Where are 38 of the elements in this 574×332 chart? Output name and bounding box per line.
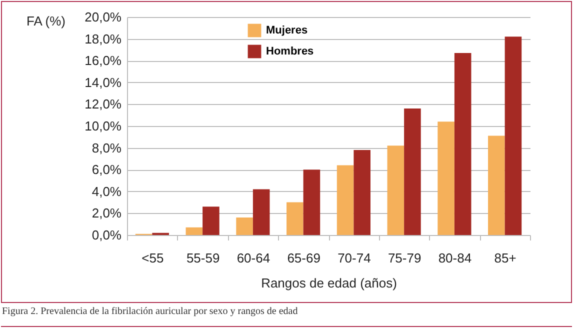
x-tick-label: 85+ — [494, 250, 516, 266]
x-tick-label: 60-64 — [236, 250, 270, 266]
y-tick-label: 2,0% — [92, 206, 122, 221]
bar — [303, 170, 320, 235]
bar — [252, 189, 270, 235]
y-tick-label: 14,0% — [84, 74, 122, 90]
bar — [236, 218, 253, 235]
x-tick-label: 80-84 — [438, 250, 472, 266]
bar — [336, 165, 354, 235]
bar — [354, 150, 370, 235]
y-tick-label: 0,0% — [92, 228, 122, 242]
bar — [504, 36, 522, 235]
y-tick-label: 20,0% — [84, 10, 122, 24]
y-tick-label: 8,0% — [92, 140, 122, 156]
x-tick-label: 65-69 — [287, 250, 320, 266]
x-tick-label: <55 — [142, 250, 164, 266]
bar — [488, 136, 505, 235]
x-tick-label: 55-59 — [186, 250, 220, 266]
y-tick-label: 12,0% — [84, 96, 122, 112]
y-tick-label: 4,0% — [92, 184, 122, 199]
bar — [404, 108, 421, 235]
y-tick-label: 10,0% — [84, 118, 122, 134]
x-axis-title: Rangos de edad (años) — [261, 276, 397, 290]
bar — [186, 227, 203, 235]
legend-label: Hombres — [266, 46, 314, 58]
bar — [387, 146, 404, 235]
y-axis-title: FA (%) — [26, 14, 66, 28]
bar — [286, 202, 304, 235]
bar — [438, 122, 454, 235]
x-tick-label: 70-74 — [338, 250, 371, 266]
legend-label: Mujeres — [266, 24, 308, 36]
x-tick-label: 75-79 — [388, 250, 422, 266]
y-tick-label: 16,0% — [84, 53, 122, 68]
bar — [454, 52, 472, 235]
text: Figura 2. Prevalencia de la fibrilación auricular por sexo y rangos de edad — [2, 306, 298, 317]
y-tick-label: 6,0% — [92, 162, 122, 178]
bar — [202, 206, 220, 235]
y-tick-label: 18,0% — [84, 31, 122, 46]
